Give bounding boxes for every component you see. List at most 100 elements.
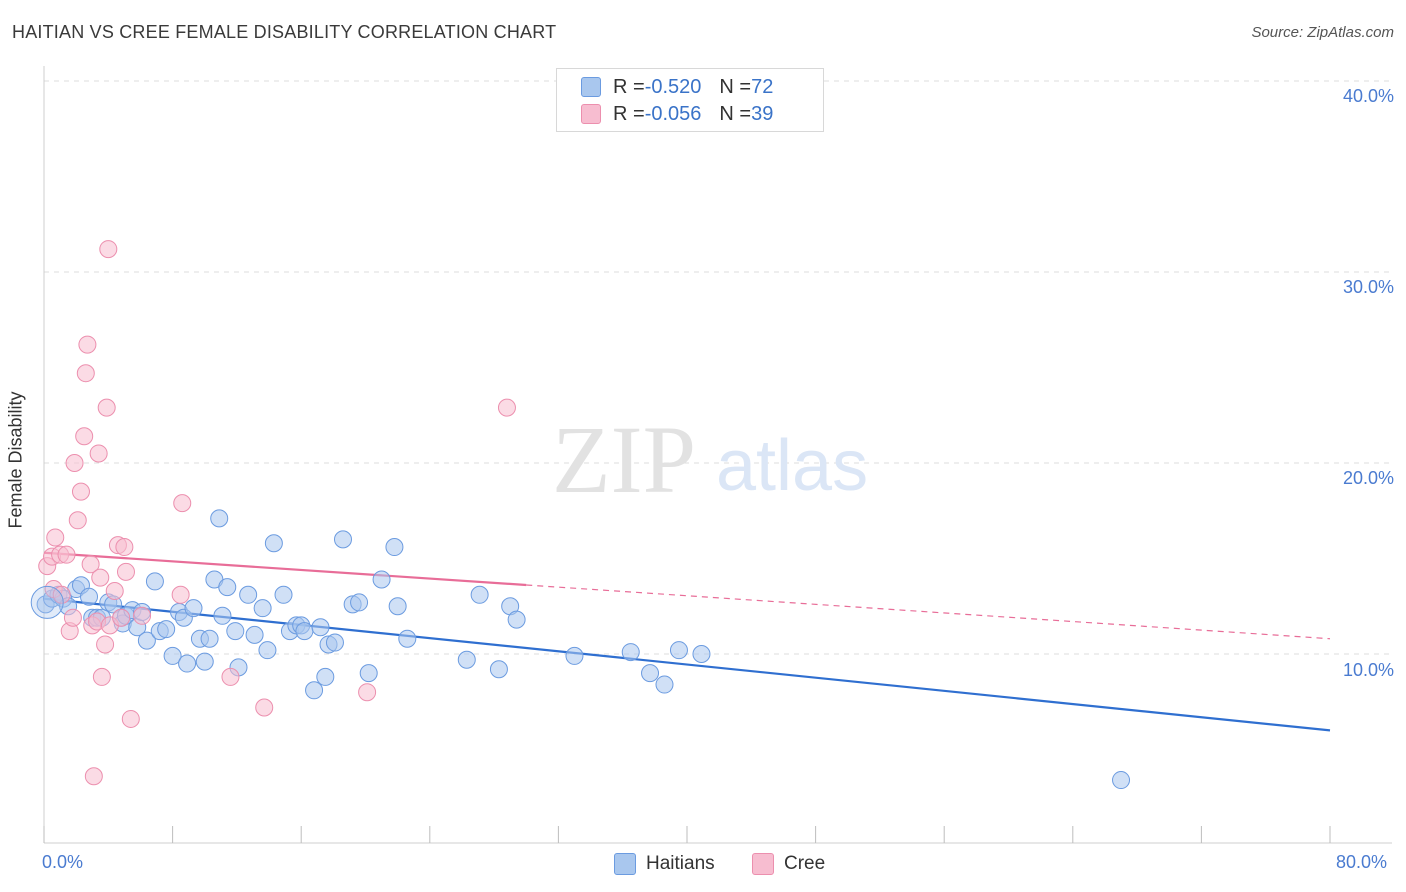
haitians-point-37 [239,585,258,604]
haitians-point-38 [245,625,264,644]
legend-r-value: -0.056 [644,102,702,125]
cree-point-35 [221,667,240,686]
bottom-legend-haitians: Haitians [614,852,715,876]
cree-trend-line [43,551,527,587]
haitians-point-58 [388,597,407,616]
legend-r-label: R = [613,75,645,98]
haitians-point-55 [359,664,378,683]
haitians-point-29 [195,652,214,671]
haitians-point-41 [264,534,283,553]
haitians-swatch-icon [581,77,601,97]
cree-point-32 [133,606,152,625]
haitians-point-42 [274,585,293,604]
haitians-point-54 [350,593,369,612]
chart-title: HAITIAN VS CREE FEMALE DISABILITY CORREL… [12,22,557,42]
watermark-atlas: atlas [716,426,868,506]
bottom-legend-label: Haitians [646,853,715,874]
watermark: ZIP atlas [552,406,868,513]
cree-point-13 [76,364,95,383]
axes [43,66,1392,844]
cree-point-17 [84,767,103,786]
haitians-point-65 [565,646,584,665]
haitians-point-59 [398,629,417,648]
haitians-point-26 [178,654,197,673]
data-points [30,240,1131,790]
correlation-legend: R = -0.520 N = 72 R = -0.056 N = 39 [556,68,824,132]
cree-point-37 [358,683,377,702]
haitians-point-32 [210,509,229,528]
cree-point-19 [89,444,108,463]
source-credit: Source: ZipAtlas.com [1251,24,1394,41]
legend-n-label: N = [719,75,752,98]
haitians-point-71 [1112,771,1131,790]
cree-point-8 [63,608,82,627]
x-tick-label-max: 80.0% [1336,852,1388,872]
haitians-point-33 [213,606,232,625]
haitians-point-7 [80,587,99,606]
haitians-legend-icon [614,853,636,875]
bottom-legend-label: Cree [784,853,826,874]
haitians-trend-line [43,597,1331,732]
haitians-point-68 [655,675,674,694]
cree-point-10 [68,511,87,530]
haitians-point-46 [295,622,314,641]
haitians-point-51 [325,633,344,652]
haitians-point-48 [311,618,330,637]
legend-n-label: N = [719,102,752,125]
haitians-point-39 [253,599,272,618]
haitians-point-20 [145,572,164,591]
trend-lines [43,551,1331,732]
y-tick-label-10: 10.0% [1342,660,1394,680]
cree-point-29 [115,538,134,557]
cree-point-22 [96,635,115,654]
haitians-point-61 [470,585,489,604]
cree-point-31 [121,709,140,728]
y-tick-label-20: 20.0% [1342,468,1394,488]
watermark-zip: ZIP [552,406,696,513]
haitians-point-35 [226,622,245,641]
haitians-point-19 [137,631,156,650]
haitians-point-60 [457,650,476,669]
haitians-point-69 [669,641,688,660]
cree-point-28 [112,608,131,627]
cree-point-23 [97,398,116,417]
grid [44,80,1392,655]
haitians-point-30 [200,629,219,648]
y-tick-label-30: 30.0% [1342,277,1394,297]
cree-point-12 [75,427,94,446]
cree-point-15 [81,555,100,574]
haitians-point-40 [258,641,277,660]
haitians-point-34 [218,578,237,597]
haitians-point-large [30,585,64,619]
cree-point-26 [105,581,124,600]
bottom-legend-cree: Cree [752,852,825,876]
haitians-point-62 [489,660,508,679]
y-tick-label-40: 40.0% [1342,86,1394,106]
haitians-point-52 [333,530,352,549]
cree-point-6 [57,545,76,564]
legend-row-cree: R = -0.056 N = 39 [581,101,773,127]
cree-point-33 [171,585,190,604]
haitians-point-22 [157,620,176,639]
cree-point-9 [65,454,84,472]
haitians-point-23 [163,646,182,665]
haitians-point-47 [305,681,324,700]
legend-r-value: -0.520 [644,75,702,98]
haitians-point-66 [621,643,640,662]
legend-row-haitians: R = -0.520 N = 72 [581,74,773,100]
haitians-point-27 [184,599,203,618]
cree-point-20 [91,568,110,587]
cree-point-36 [255,698,274,717]
haitians-point-49 [316,667,335,686]
cree-trend-extension [526,584,1331,640]
cree-point-3 [46,528,65,547]
cree-point-30 [116,562,135,581]
cree-legend-icon [752,853,774,875]
haitians-point-67 [641,664,660,683]
haitians-point-70 [692,645,711,663]
legend-n-value: 39 [751,102,774,125]
haitians-point-64 [507,610,526,629]
y-axis-title: Female Disability [5,391,26,529]
cree-point-14 [78,335,97,354]
